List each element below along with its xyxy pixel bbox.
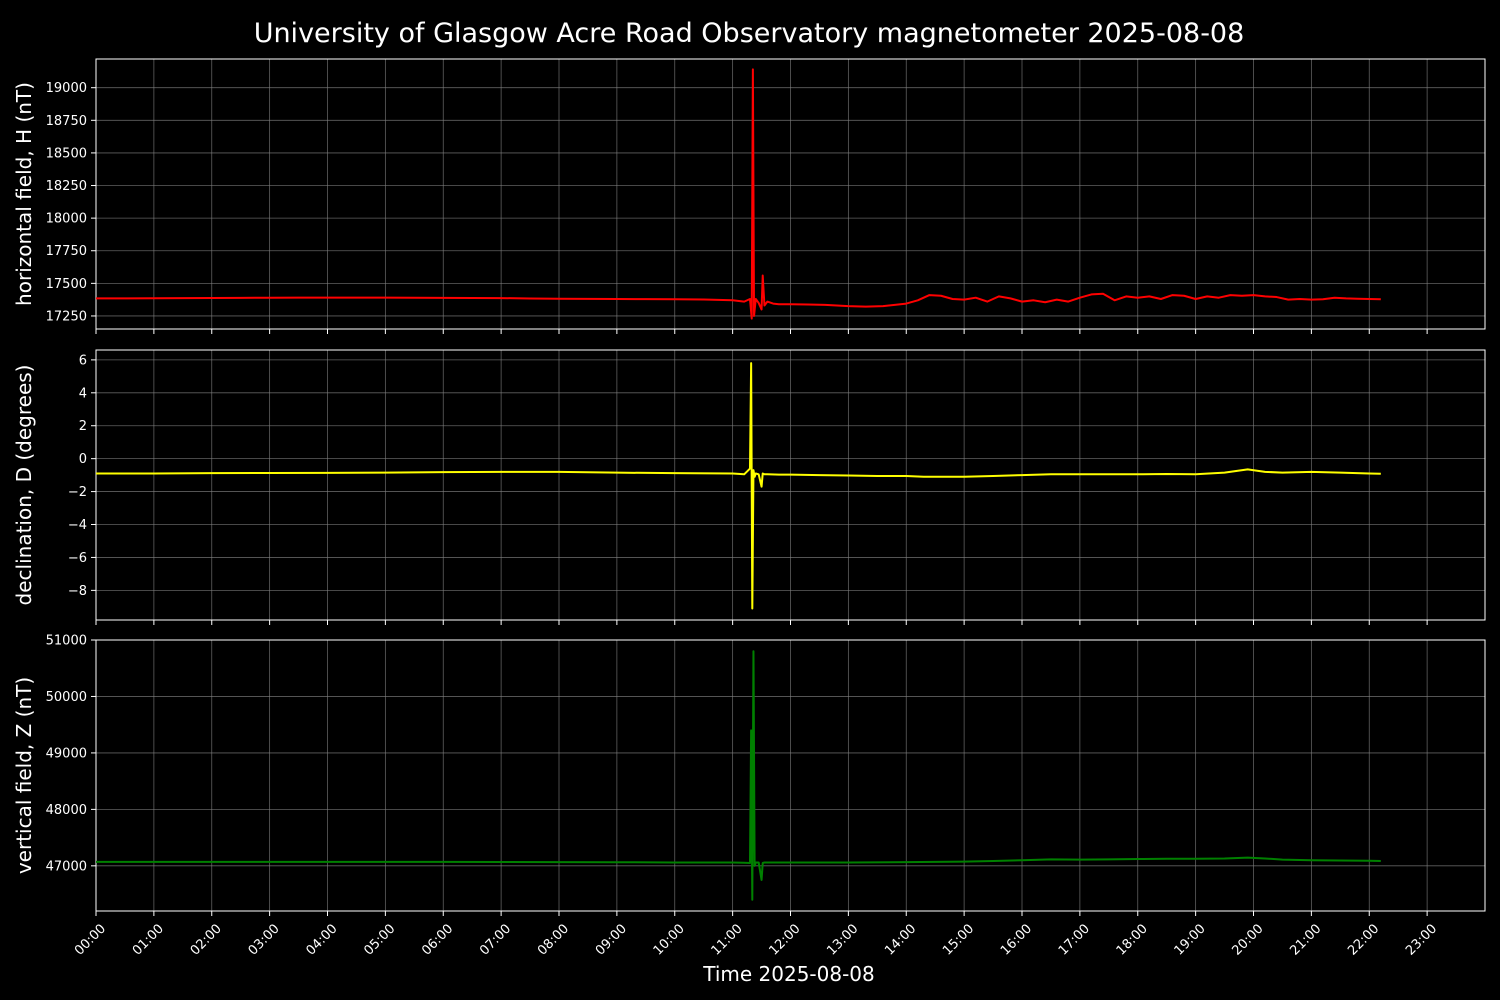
y-axis-label-declination: declination, D (degrees) <box>12 365 36 606</box>
x-tick-label: 00:00 <box>72 921 109 958</box>
y-tick-label: 19000 <box>46 81 87 96</box>
x-tick-label: 14:00 <box>882 921 919 958</box>
x-tick-label: 10:00 <box>651 921 688 958</box>
x-tick-labels: 00:00 01:00 02:00 03:00 04:00 05:00 06:00 07:00… <box>72 921 1440 958</box>
y-tick-label: 6 <box>79 353 87 368</box>
y-tick-label: −2 <box>68 485 87 500</box>
panel-vertical-field: 47000 48000 49000 50000 51000 vertical field… <box>12 634 1486 916</box>
y-tick-label: 47000 <box>46 859 87 874</box>
y-tick-label: 18000 <box>46 212 87 227</box>
x-tick-label: 07:00 <box>477 921 514 958</box>
x-tick-label: 15:00 <box>940 921 977 958</box>
y-tick-label: 17500 <box>46 277 87 292</box>
x-tick-label: 21:00 <box>1287 921 1324 958</box>
y-tick-label: 48000 <box>46 803 87 818</box>
series-line-declination <box>96 362 1381 610</box>
x-tick-label: 17:00 <box>1056 921 1093 958</box>
y-tick-label: −8 <box>68 584 87 599</box>
x-tick-label: 22:00 <box>1345 921 1382 958</box>
y-tick-label: 17250 <box>46 309 87 324</box>
y-ticks: −8 −6 −4 −2 0 2 4 6 <box>68 353 96 599</box>
grid-lines <box>95 350 1485 620</box>
y-tick-label: 50000 <box>46 690 87 705</box>
y-tick-label: 51000 <box>46 634 87 649</box>
x-tick-marks <box>95 620 1428 625</box>
y-tick-label: 18250 <box>46 179 87 194</box>
panel-horizontal-field: 17250 17500 17750 18000 18250 18500 18750 19000… <box>12 58 1486 334</box>
x-tick-label: 03:00 <box>246 921 283 958</box>
x-tick-marks <box>95 911 1428 916</box>
panel-declination: −8 −6 −4 −2 0 2 4 6 declination, D (degrees) <box>12 349 1486 625</box>
x-axis-label: Time 2025-08-08 <box>702 962 875 986</box>
y-tick-label: 0 <box>79 452 87 467</box>
series-line-vertical-field <box>96 650 1381 901</box>
x-tick-label: 20:00 <box>1229 921 1266 958</box>
x-tick-label: 02:00 <box>188 921 225 958</box>
x-tick-label: 19:00 <box>1172 921 1209 958</box>
y-tick-label: −6 <box>68 551 87 566</box>
x-tick-label: 04:00 <box>303 921 340 958</box>
y-axis-label-horizontal-field: horizontal field, H (nT) <box>12 82 36 306</box>
x-tick-label: 16:00 <box>998 921 1035 958</box>
x-tick-label: 01:00 <box>130 921 167 958</box>
x-tick-marks <box>95 329 1428 334</box>
x-tick-label: 09:00 <box>593 921 630 958</box>
y-tick-label: 18500 <box>46 146 87 161</box>
x-tick-label: 05:00 <box>361 921 398 958</box>
y-tick-label: 18750 <box>46 114 87 129</box>
grid-lines <box>95 59 1485 329</box>
y-axis-label-vertical-field: vertical field, Z (nT) <box>12 677 36 874</box>
x-tick-label: 23:00 <box>1403 921 1440 958</box>
series-line-horizontal-field <box>96 68 1381 320</box>
y-ticks: 17250 17500 17750 18000 18250 18500 18750 19000 <box>46 81 96 324</box>
y-tick-label: 49000 <box>46 746 87 761</box>
x-tick-label: 11:00 <box>709 921 746 958</box>
grid-lines <box>95 639 1485 911</box>
x-tick-label: 08:00 <box>535 921 572 958</box>
y-tick-label: 4 <box>79 386 87 401</box>
x-tick-label: 06:00 <box>419 921 456 958</box>
y-tick-label: 2 <box>79 419 87 434</box>
x-tick-label: 18:00 <box>1114 921 1151 958</box>
y-ticks: 47000 48000 49000 50000 51000 <box>46 634 96 874</box>
y-tick-label: 17750 <box>46 244 87 259</box>
chart-title: University of Glasgow Acre Road Observat… <box>254 18 1245 49</box>
x-tick-label: 12:00 <box>766 921 803 958</box>
x-tick-label: 13:00 <box>824 921 861 958</box>
y-tick-label: −4 <box>68 518 87 533</box>
